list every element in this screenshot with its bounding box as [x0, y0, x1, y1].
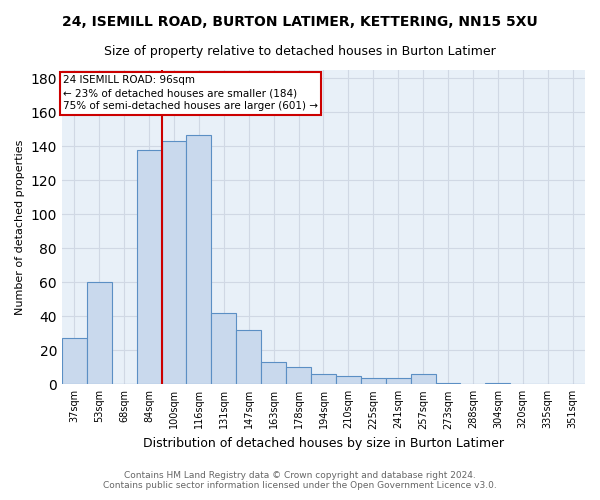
Bar [87, 282, 112, 384]
Bar [361, 378, 386, 384]
Bar [187, 134, 211, 384]
Text: 24, ISEMILL ROAD, BURTON LATIMER, KETTERING, NN15 5XU: 24, ISEMILL ROAD, BURTON LATIMER, KETTER… [62, 15, 538, 29]
Text: 24 ISEMILL ROAD: 96sqm
← 23% of detached houses are smaller (184)
75% of semi-de: 24 ISEMILL ROAD: 96sqm ← 23% of detached… [63, 75, 318, 112]
Bar [261, 362, 286, 384]
Bar [336, 376, 361, 384]
Bar [211, 313, 236, 384]
Bar [410, 374, 436, 384]
X-axis label: Distribution of detached houses by size in Burton Latimer: Distribution of detached houses by size … [143, 437, 504, 450]
Bar [236, 330, 261, 384]
Bar [62, 338, 87, 384]
Text: Size of property relative to detached houses in Burton Latimer: Size of property relative to detached ho… [104, 45, 496, 58]
Bar [161, 142, 187, 384]
Bar [436, 382, 460, 384]
Bar [137, 150, 161, 384]
Bar [286, 368, 311, 384]
Y-axis label: Number of detached properties: Number of detached properties [15, 140, 25, 315]
Text: Contains HM Land Registry data © Crown copyright and database right 2024.
Contai: Contains HM Land Registry data © Crown c… [103, 470, 497, 490]
Bar [386, 378, 410, 384]
Bar [311, 374, 336, 384]
Bar [485, 382, 510, 384]
